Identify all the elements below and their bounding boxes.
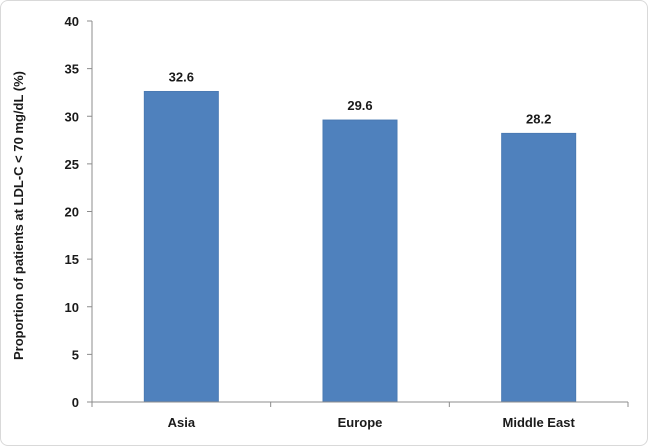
bar-value-label: 32.6 <box>169 69 194 84</box>
bar-asia <box>143 90 219 403</box>
bar-value-label: 28.2 <box>526 111 551 126</box>
bar-europe <box>322 119 398 403</box>
y-tick-label: 30 <box>65 109 79 124</box>
bars <box>143 90 577 403</box>
bar-value-label: 29.6 <box>347 98 372 113</box>
data-labels: 32.6 29.6 28.2 <box>169 69 552 126</box>
x-axis-labels: Asia Europe Middle East <box>168 415 576 430</box>
y-tick-label: 40 <box>65 14 79 29</box>
y-tick-label: 25 <box>65 157 79 172</box>
bar-middle-east <box>501 132 577 403</box>
x-category-label: Middle East <box>503 415 576 430</box>
y-tick-label: 15 <box>65 252 79 267</box>
axes <box>91 21 628 403</box>
x-category-label: Europe <box>338 415 383 430</box>
y-tick-label: 5 <box>72 347 79 362</box>
y-tick-label: 10 <box>65 300 79 315</box>
y-axis-title: Proportion of patients at LDL-C < 70 mg/… <box>11 71 26 360</box>
x-category-label: Asia <box>168 415 196 430</box>
y-tick-label: 35 <box>65 62 79 77</box>
y-axis-ticks: 0 5 10 15 20 25 30 35 40 <box>65 14 92 410</box>
y-tick-label: 20 <box>65 205 79 220</box>
y-tick-label: 0 <box>72 395 79 410</box>
x-axis-ticks <box>91 402 629 407</box>
